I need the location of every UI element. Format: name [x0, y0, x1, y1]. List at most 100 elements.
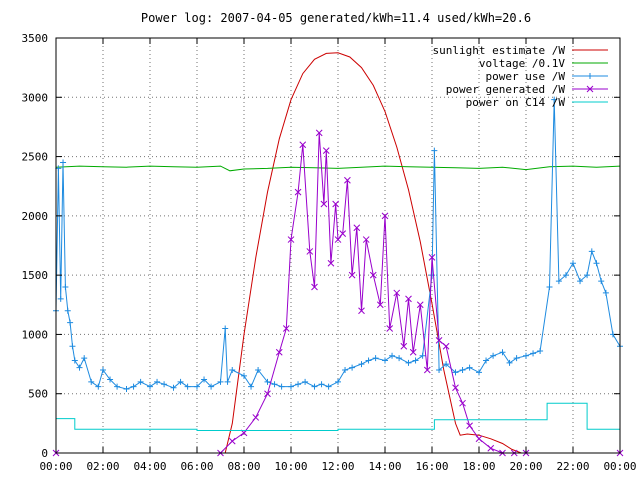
data-point	[170, 384, 177, 391]
data-point	[295, 381, 302, 388]
data-point	[229, 367, 236, 373]
data-point	[130, 383, 137, 390]
data-point	[353, 224, 361, 232]
data-point	[577, 278, 584, 285]
series-line	[56, 402, 620, 431]
data-point	[271, 381, 278, 388]
data-point	[318, 381, 325, 388]
data-point	[311, 383, 318, 390]
data-point	[405, 359, 412, 366]
data-point	[222, 325, 229, 332]
data-point	[327, 259, 335, 267]
data-point	[598, 278, 605, 285]
series-power-use-w	[53, 96, 623, 392]
data-point	[147, 383, 153, 390]
series-line	[56, 52, 620, 454]
data-point	[228, 437, 236, 445]
data-point	[466, 364, 473, 371]
y-tick-label: 500	[28, 388, 48, 401]
data-point	[288, 383, 294, 390]
data-point	[443, 361, 450, 368]
data-point	[137, 378, 144, 385]
data-point	[593, 260, 600, 267]
data-point	[530, 350, 537, 357]
x-tick-label: 08:00	[227, 460, 260, 473]
data-point	[287, 236, 295, 243]
data-point	[252, 414, 260, 421]
data-point	[358, 361, 365, 368]
legend-label: voltage /0.1V	[479, 57, 565, 70]
data-point	[81, 355, 88, 362]
data-point	[299, 141, 307, 149]
data-point	[311, 283, 318, 291]
legend-label: power use /W	[486, 70, 566, 83]
data-point	[483, 357, 490, 364]
data-point	[332, 200, 340, 208]
data-point	[322, 147, 330, 154]
x-tick-label: 06:00	[180, 460, 213, 473]
data-point	[362, 236, 370, 243]
data-point	[562, 272, 569, 279]
data-point	[339, 230, 347, 237]
data-point	[570, 260, 576, 267]
data-point	[57, 295, 64, 302]
y-tick-label: 1000	[22, 328, 49, 341]
x-tick-label: 00:00	[603, 460, 636, 473]
data-point	[393, 289, 401, 297]
legend-label: sunlight estimate /W	[433, 44, 566, 57]
data-point	[400, 342, 408, 350]
data-point	[201, 376, 208, 383]
data-point	[100, 367, 106, 373]
data-point	[487, 444, 495, 452]
legend-marker	[587, 73, 593, 79]
data-point	[278, 383, 285, 390]
data-point	[382, 357, 388, 364]
data-point	[348, 271, 356, 279]
x-tick-label: 00:00	[39, 460, 72, 473]
data-point	[67, 319, 74, 326]
data-point	[396, 355, 403, 362]
legend-label: power on C14 /W	[466, 96, 566, 109]
series-power-on-c14-w	[56, 402, 620, 431]
data-point	[376, 301, 384, 309]
data-point	[194, 383, 200, 390]
legend-label: power generated /W	[446, 83, 566, 96]
data-point	[546, 284, 553, 290]
data-point	[69, 343, 76, 350]
data-point	[320, 200, 328, 208]
data-point	[476, 369, 482, 376]
data-point	[506, 359, 513, 366]
data-point	[365, 357, 372, 364]
data-point	[551, 96, 558, 103]
data-point	[372, 355, 379, 362]
series-voltage-0-1v	[55, 165, 621, 172]
data-point	[208, 383, 215, 390]
data-point	[114, 383, 121, 390]
data-point	[177, 378, 184, 385]
data-point	[349, 364, 356, 371]
data-point	[416, 301, 424, 309]
data-point	[386, 325, 394, 332]
plot-frame	[55, 37, 621, 454]
x-tick-label: 04:00	[133, 460, 166, 473]
data-point	[76, 364, 83, 371]
data-point	[452, 369, 459, 376]
data-point	[282, 325, 290, 332]
legend-marker	[586, 85, 594, 93]
x-tick-label: 02:00	[86, 460, 119, 473]
data-point	[602, 289, 609, 296]
data-point	[88, 378, 95, 385]
x-tick-label: 14:00	[368, 460, 401, 473]
data-point	[241, 372, 247, 379]
data-point	[452, 384, 459, 392]
data-point	[275, 348, 283, 356]
data-point	[435, 337, 443, 344]
data-point	[71, 357, 78, 364]
data-point	[513, 355, 520, 362]
data-point	[409, 348, 417, 356]
y-tick-label: 3500	[22, 32, 49, 45]
data-point	[255, 367, 262, 373]
data-point	[555, 278, 562, 285]
data-point	[107, 376, 114, 383]
